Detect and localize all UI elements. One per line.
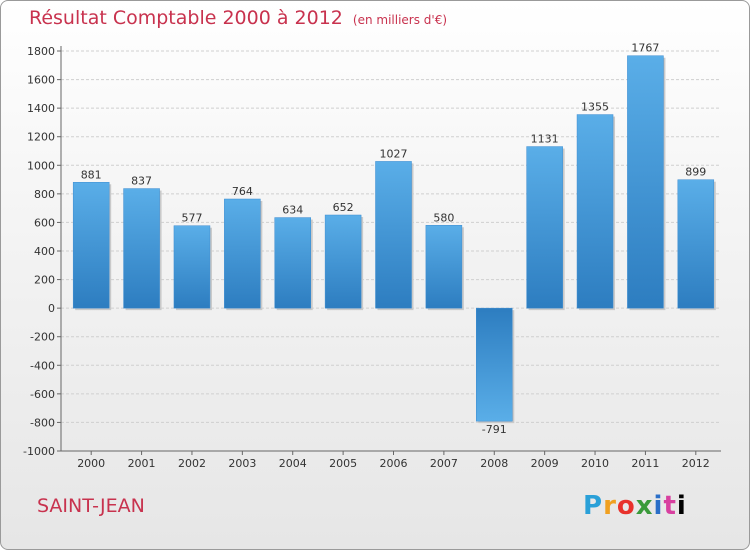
x-tick-label: 2009: [531, 457, 559, 470]
bar-value-label: 764: [232, 185, 253, 198]
x-tick-label: 2005: [329, 457, 357, 470]
bar: [677, 179, 715, 309]
bar: [173, 225, 211, 309]
bar: [324, 214, 362, 309]
bar: [476, 307, 513, 422]
x-tick-label: 2001: [128, 457, 156, 470]
y-tick-label: -200: [30, 331, 55, 344]
bar-value-label: 1131: [531, 133, 559, 146]
bar: [375, 161, 412, 309]
chart-title: Résultat Comptable 2000 à 2012 (en millie…: [29, 7, 448, 29]
y-tick-label: 1200: [27, 131, 55, 144]
bar-value-label: 881: [81, 168, 102, 181]
x-tick-label: 2002: [178, 457, 206, 470]
bar: [576, 114, 614, 309]
bar: [72, 182, 110, 309]
y-tick-label: -800: [30, 416, 55, 429]
y-tick-label: -600: [30, 388, 55, 401]
y-tick-label: 1600: [27, 74, 55, 87]
y-tick-label: 0: [48, 302, 55, 315]
proxiti-logo: Proxiti: [583, 491, 687, 521]
commune-name: SAINT-JEAN: [37, 495, 145, 517]
x-tick-label: 2007: [430, 457, 458, 470]
y-tick-label: 400: [34, 245, 55, 258]
x-tick-label: 2008: [480, 457, 508, 470]
y-tick-label: 800: [34, 188, 55, 201]
bar: [425, 225, 463, 309]
y-tick-label: 1800: [27, 45, 55, 58]
x-tick-label: 2000: [77, 457, 105, 470]
bar-value-label: 837: [131, 175, 152, 188]
x-tick-label: 2012: [682, 457, 710, 470]
bar: [274, 217, 311, 309]
y-tick-label: 600: [34, 216, 55, 229]
bar-value-label: 580: [433, 211, 454, 224]
y-tick-label: 1000: [27, 159, 55, 172]
x-tick-label: 2006: [380, 457, 408, 470]
y-tick-label: -400: [30, 359, 55, 372]
x-tick-label: 2011: [631, 457, 659, 470]
x-tick-label: 2010: [581, 457, 609, 470]
bar-value-label: 1355: [581, 101, 609, 114]
bar: [224, 198, 261, 309]
y-tick-label: 200: [34, 274, 55, 287]
bar-value-label: 652: [333, 201, 354, 214]
bar: [526, 146, 563, 309]
x-tick-label: 2003: [228, 457, 256, 470]
x-tick-label: 2004: [279, 457, 307, 470]
bar: [627, 55, 664, 309]
bar-chart: 180016001400120010008006004002000-200-40…: [23, 42, 721, 470]
y-tick-label: 1400: [27, 102, 55, 115]
bar-value-label: 1027: [380, 147, 408, 160]
bar-value-label: 1767: [631, 42, 659, 55]
bar-value-label: 577: [181, 212, 202, 225]
bar-value-label: 899: [685, 166, 706, 179]
chart-subtitle: (en milliers d'€): [352, 13, 448, 27]
bar-value-label: 634: [282, 204, 303, 217]
bar: [123, 188, 160, 309]
y-tick-label: -1000: [23, 445, 55, 458]
bar-value-label: -791: [482, 423, 507, 436]
